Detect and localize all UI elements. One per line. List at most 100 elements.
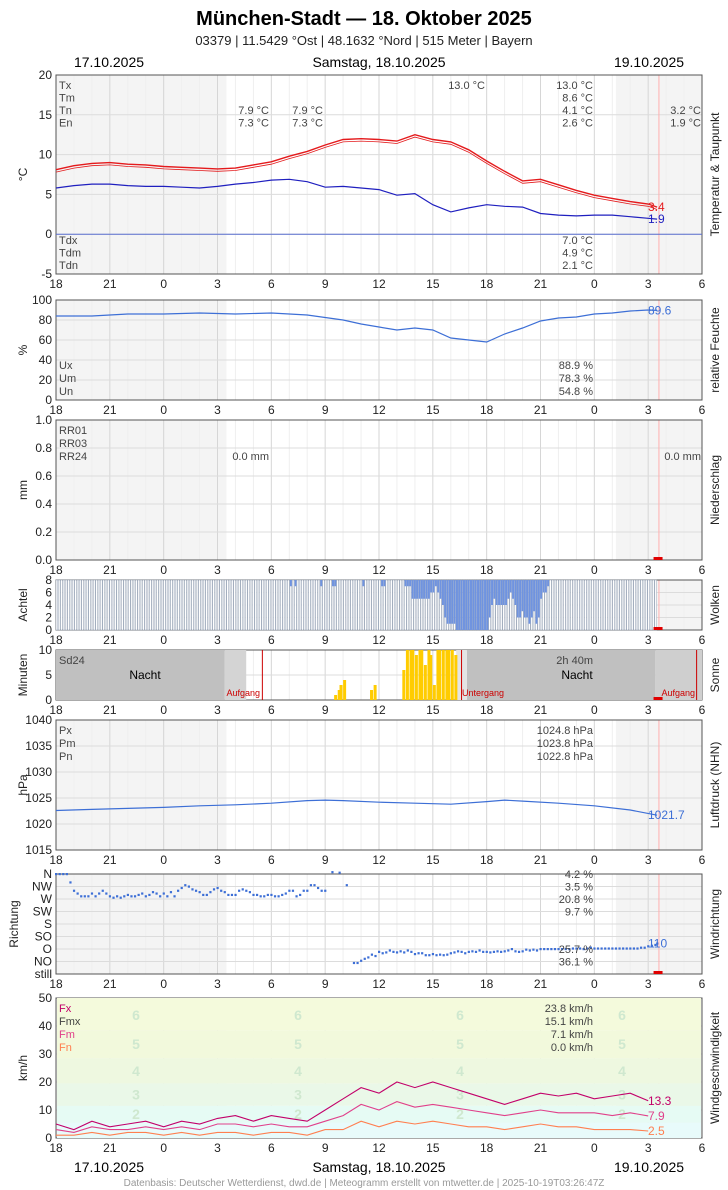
x-tick-label: 3	[214, 853, 221, 867]
cloud-slot	[324, 579, 327, 631]
cloud-slot	[577, 579, 580, 631]
cloud-slot	[247, 579, 250, 631]
x-tick-label: 21	[534, 633, 548, 647]
cloud-slot	[315, 579, 318, 631]
direction-point	[173, 895, 176, 898]
cloud-slot	[261, 579, 264, 631]
x-tick-label: 9	[322, 977, 329, 991]
direction-point	[546, 948, 549, 951]
y-axis-label: Achtel	[16, 588, 30, 621]
direction-point	[291, 889, 295, 892]
cloud-bar	[521, 580, 524, 612]
sun-bar	[429, 655, 433, 700]
y-axis-label: Minuten	[16, 654, 30, 697]
cloud-slot	[406, 579, 409, 631]
stat-name: Un	[59, 386, 73, 398]
last-dew-label: 1.9	[648, 212, 665, 226]
last-direction-label: 110	[648, 936, 667, 950]
stat-name: RR03	[59, 438, 87, 450]
date-center-bottom: Samstag, 18.10.2025	[312, 1159, 445, 1175]
cloud-slot	[645, 579, 648, 631]
stat-value: 15.1 km/h	[545, 1016, 593, 1028]
x-tick-label: 0	[591, 403, 598, 417]
y-tick-label: 10	[39, 643, 53, 657]
direction-point	[69, 881, 72, 884]
stat-value: 20.8 %	[559, 894, 593, 906]
side-label: Sonne	[708, 657, 722, 692]
cloud-slot	[362, 579, 365, 631]
x-tick-label: 0	[591, 1141, 598, 1155]
cloud-slot	[88, 579, 91, 631]
cloud-slot	[593, 579, 596, 631]
y-tick-label: -5	[41, 267, 52, 281]
cloud-slot	[401, 579, 405, 631]
cloud-bar	[427, 580, 430, 599]
cloud-slot	[249, 579, 253, 631]
direction-point	[639, 946, 643, 949]
x-tick-label: 3	[645, 633, 652, 647]
cloud-bar	[537, 580, 540, 618]
sun-bar	[337, 690, 341, 700]
cloud-bar	[455, 580, 458, 630]
cloud-slot	[240, 579, 243, 631]
x-tick-label: 3	[645, 977, 652, 991]
cloud-bar	[470, 580, 472, 630]
direction-point	[632, 947, 636, 950]
cloud-slot	[621, 579, 625, 631]
cloud-slot	[345, 579, 349, 631]
date-center-top: Samstag, 18.10.2025	[312, 54, 445, 70]
cloud-bar	[423, 580, 426, 599]
direction-point	[507, 949, 510, 952]
cloud-bar	[381, 580, 384, 587]
direction-point	[374, 954, 377, 958]
cloud-slot	[408, 579, 412, 631]
cloud-slot	[95, 579, 98, 631]
y-tick-label: 4	[45, 598, 52, 612]
cloud-slot	[343, 579, 346, 631]
cloud-slot	[144, 579, 147, 631]
y-tick-label: 8	[45, 573, 52, 587]
direction-point	[482, 950, 485, 953]
cloud-slot	[378, 579, 381, 631]
cloud-slot	[74, 579, 77, 631]
cloud-slot	[142, 579, 145, 631]
last-temp-label: 3.4	[648, 200, 665, 214]
sunrise-label-2: Aufgang	[661, 688, 695, 698]
direction-point	[449, 952, 452, 955]
night-band	[56, 420, 227, 560]
direction-point	[87, 895, 90, 898]
stat-value: 2h 40m	[556, 655, 593, 667]
stat-value: 9.7 %	[565, 907, 593, 919]
x-tick-label: 0	[591, 633, 598, 647]
x-tick-label: 15	[426, 977, 440, 991]
direction-point	[220, 889, 223, 892]
night-area	[56, 650, 225, 700]
cloud-slot	[600, 579, 603, 631]
x-tick-label: 6	[268, 703, 275, 717]
cloud-slot	[642, 579, 646, 631]
x-tick-label: 0	[591, 277, 598, 291]
cloud-slot	[196, 579, 199, 631]
x-tick-label: 3	[214, 277, 221, 291]
x-tick-label: 0	[591, 703, 598, 717]
panel-wind_speed: 0 10 20 30 40 50 18 21 0 3 6 9 12 15 18 21 0 3 6 km/h Windge…	[16, 991, 722, 1155]
cloud-slot	[135, 579, 138, 631]
sun-bar	[441, 650, 445, 700]
cloud-slot	[546, 579, 550, 631]
cloud-slot	[383, 579, 386, 631]
cloud-slot	[404, 579, 407, 631]
cloud-slot	[65, 579, 68, 631]
cloud-slot	[104, 579, 108, 631]
cloud-bar	[413, 580, 416, 599]
x-tick-label: 18	[480, 977, 494, 991]
stat-value: 25.7 %	[559, 944, 593, 956]
direction-point	[403, 951, 406, 954]
sun-bar	[409, 650, 413, 700]
cloud-slot	[212, 579, 215, 631]
cloud-slot	[628, 579, 632, 631]
cloud-slot	[572, 579, 575, 631]
x-tick-label: 21	[103, 403, 117, 417]
y-tick-label: W	[41, 892, 53, 906]
night-band	[56, 75, 227, 274]
